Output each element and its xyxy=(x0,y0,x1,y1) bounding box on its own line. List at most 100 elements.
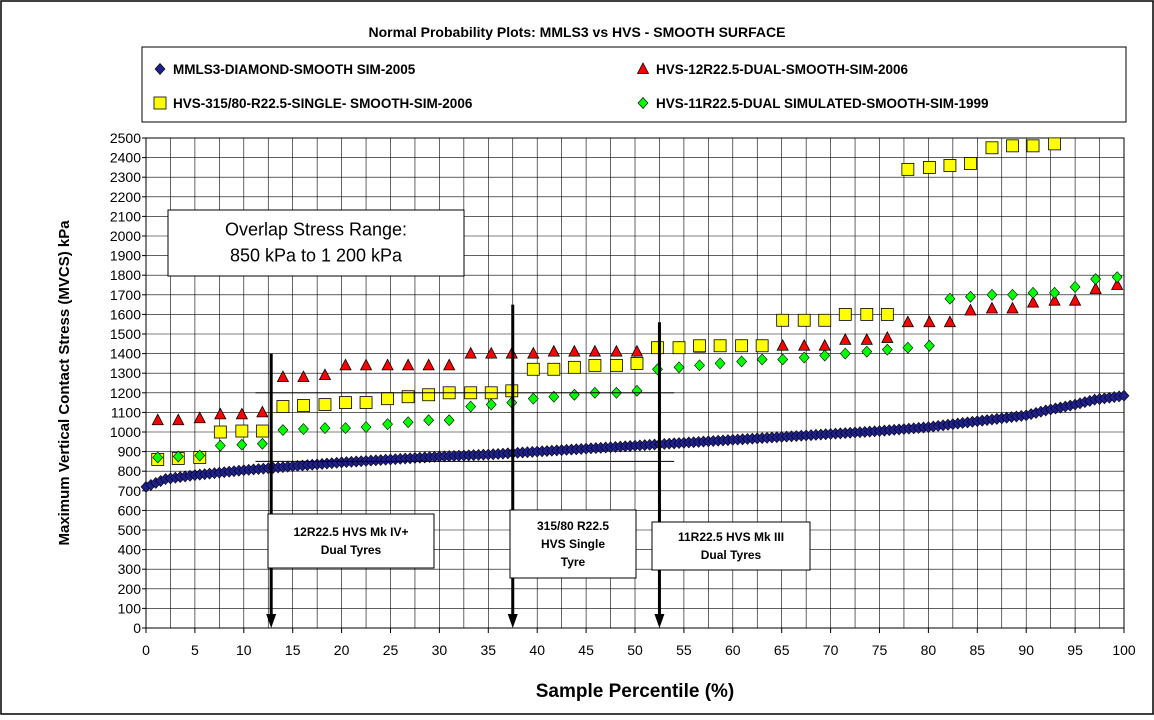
data-point xyxy=(1006,301,1019,314)
legend-marker xyxy=(154,63,166,75)
x-tick-label: 90 xyxy=(1018,642,1034,658)
x-tick-label: 85 xyxy=(970,642,986,658)
data-point xyxy=(256,437,268,450)
data-point xyxy=(1111,271,1123,284)
data-point xyxy=(382,418,393,431)
data-point xyxy=(1048,137,1061,151)
data-point xyxy=(548,390,560,403)
data-point xyxy=(319,422,331,435)
data-point xyxy=(235,424,249,438)
data-point xyxy=(152,451,164,464)
data-point xyxy=(318,368,332,381)
annotation-layer: Overlap Stress Range: 850 kPa to 1 200 kP… xyxy=(167,209,811,628)
data-point xyxy=(256,405,269,418)
x-tick-label: 20 xyxy=(334,642,350,658)
annotation-box xyxy=(509,509,637,579)
x-tick-label: 100 xyxy=(1112,642,1136,658)
data-point xyxy=(818,313,832,327)
y-tick-label: 1600 xyxy=(110,306,141,322)
data-point xyxy=(610,358,623,372)
annotation-box xyxy=(167,209,465,277)
x-tick-label: 45 xyxy=(578,642,594,658)
data-point xyxy=(798,338,811,351)
data-point xyxy=(902,341,914,354)
data-point xyxy=(1048,293,1061,306)
data-point xyxy=(1089,282,1102,294)
data-point xyxy=(172,413,185,426)
data-point xyxy=(714,357,726,370)
data-point xyxy=(713,339,727,353)
x-tick-label: 65 xyxy=(774,642,790,658)
data-point xyxy=(965,290,976,303)
y-tick-label: 2300 xyxy=(110,169,141,185)
data-point xyxy=(422,388,436,402)
legend-label: MMLS3-DIAMOND-SMOOTH SIM-2005 xyxy=(173,62,416,77)
series-1 xyxy=(140,389,1130,493)
y-tick-label: 200 xyxy=(118,581,142,597)
data-point xyxy=(1049,286,1060,299)
annotation-arrow-head xyxy=(507,614,518,628)
annotation-text: HVS Single xyxy=(541,537,605,551)
data-point xyxy=(255,424,269,438)
data-point xyxy=(172,450,184,463)
annotation-text: Overlap Stress Range: xyxy=(225,220,407,240)
data-point xyxy=(547,362,561,376)
x-tick-label: 80 xyxy=(921,642,937,658)
annotation-text: 315/80 R22.5 xyxy=(537,519,609,533)
data-point xyxy=(236,438,248,451)
legend-box xyxy=(141,46,1127,123)
annotation-text: Dual Tyres xyxy=(701,548,762,562)
x-axis-label: Sample Percentile (%) xyxy=(536,681,735,702)
data-point xyxy=(964,303,977,316)
data-point xyxy=(464,346,477,359)
y-tick-label: 600 xyxy=(118,502,142,518)
data-point xyxy=(401,358,415,371)
x-tick-label: 75 xyxy=(872,642,888,658)
data-point xyxy=(776,313,790,327)
data-point xyxy=(880,307,894,321)
data-point xyxy=(631,384,643,397)
data-point xyxy=(861,345,873,358)
data-point xyxy=(339,396,352,410)
data-point xyxy=(443,414,455,427)
data-point xyxy=(1006,139,1019,153)
data-point xyxy=(838,307,852,321)
data-point xyxy=(819,349,831,362)
data-point xyxy=(193,411,206,424)
annotation-box xyxy=(651,521,811,571)
data-point xyxy=(1110,278,1124,290)
data-point xyxy=(777,353,789,366)
y-tick-label: 1100 xyxy=(111,404,141,420)
y-tick-label: 400 xyxy=(118,542,142,558)
data-point xyxy=(422,358,435,371)
data-point xyxy=(360,421,372,434)
data-point xyxy=(277,424,289,436)
x-tick-label: 0 xyxy=(142,642,150,658)
data-point xyxy=(297,370,310,383)
x-tick-label: 15 xyxy=(285,642,301,658)
data-point xyxy=(298,423,309,436)
x-axis-ticks: 0 5 10 15 20 25 30 35 40 45 50 55 60 65 70 75 80 85 90 95 10… xyxy=(142,628,1136,658)
data-point xyxy=(1118,389,1130,402)
data-point xyxy=(423,414,435,427)
data-point xyxy=(235,407,249,420)
x-tick-label: 60 xyxy=(725,642,741,658)
data-point xyxy=(381,358,394,371)
data-point xyxy=(527,392,539,405)
data-point xyxy=(736,355,748,368)
data-point xyxy=(630,356,644,370)
annotation-arrow-head xyxy=(266,614,277,628)
data-point xyxy=(881,331,894,343)
data-point xyxy=(1090,273,1102,286)
data-point xyxy=(1026,139,1040,153)
data-point xyxy=(922,160,936,174)
data-point xyxy=(527,346,540,359)
data-point xyxy=(276,370,290,383)
y-tick-label: 700 xyxy=(118,483,142,499)
x-tick-label: 40 xyxy=(529,642,545,658)
data-point xyxy=(401,390,415,404)
legend-label: HVS-11R22.5-DUAL SIMULATED-SMOOTH-SIM-19… xyxy=(656,96,989,111)
x-tick-label: 5 xyxy=(191,642,199,658)
data-point xyxy=(901,162,915,176)
